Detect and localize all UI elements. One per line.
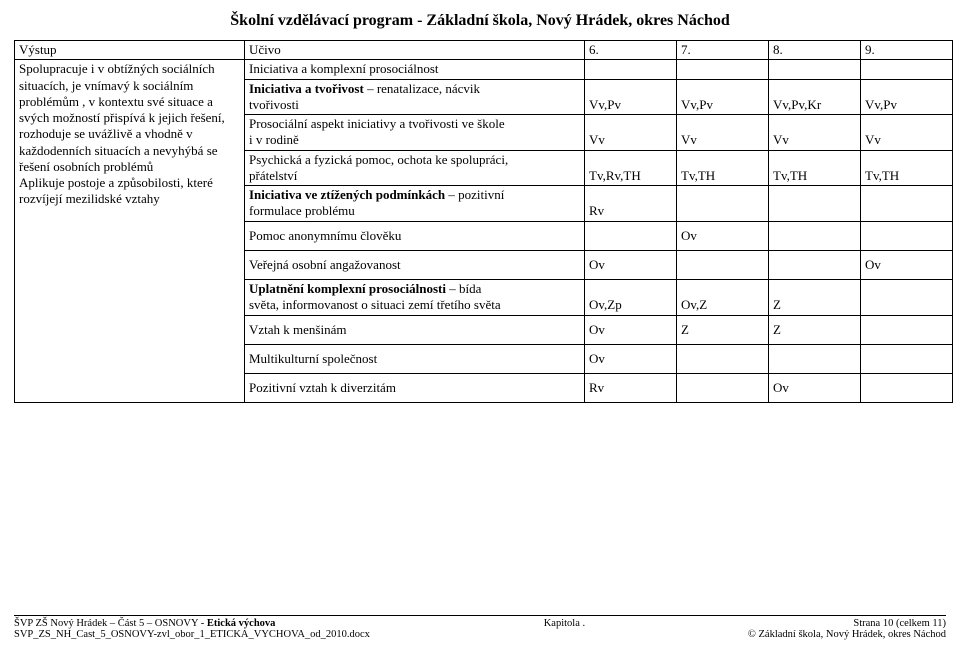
footer-right-line1: Strana 10 (celkem 11) xyxy=(853,618,946,629)
cell: Vv,Pv xyxy=(585,79,677,115)
cell: Ov xyxy=(585,250,677,279)
cell xyxy=(677,344,769,373)
document-title: Školní vzdělávací program - Základní ško… xyxy=(14,12,946,30)
footer-right-line2: © Základní škola, Nový Hrádek, okres Nác… xyxy=(748,629,946,640)
cell: Vv xyxy=(861,115,953,151)
footer-left-bold: Etická výchova xyxy=(207,618,276,629)
cell xyxy=(677,250,769,279)
ucivo-cell: Pozitivní vztah k diverzitám xyxy=(245,374,585,403)
cell xyxy=(585,221,677,250)
ucivo-cell: Vztah k menšinám xyxy=(245,315,585,344)
ucivo-cell: Prosociální aspekt iniciativy a tvořivos… xyxy=(245,115,585,151)
cell: Vv xyxy=(769,115,861,151)
ucivo-rest: – bída xyxy=(446,281,481,296)
cell xyxy=(861,60,953,79)
ucivo-cell: Pomoc anonymnímu člověku xyxy=(245,221,585,250)
cell: Tv,TH xyxy=(677,150,769,186)
col-header-9: 9. xyxy=(861,41,953,60)
ucivo-cell: Veřejná osobní angažovanost xyxy=(245,250,585,279)
ucivo-rest: – pozitivní xyxy=(445,187,504,202)
table-header-row: Výstup Učivo 6. 7. 8. 9. xyxy=(15,41,953,60)
cell: Ov xyxy=(769,374,861,403)
cell xyxy=(677,186,769,222)
cell: Tv,Rv,TH xyxy=(585,150,677,186)
col-header-ucivo: Učivo xyxy=(245,41,585,60)
cell: Ov xyxy=(677,221,769,250)
cell: Rv xyxy=(585,374,677,403)
footer-left-line1: ŠVP ZŠ Nový Hrádek – Část 5 – OSNOVY - E… xyxy=(14,618,275,629)
cell xyxy=(769,186,861,222)
cell xyxy=(861,374,953,403)
col-header-6: 6. xyxy=(585,41,677,60)
cell: Ov xyxy=(585,315,677,344)
cell: Tv,TH xyxy=(861,150,953,186)
cell: Tv,TH xyxy=(769,150,861,186)
ucivo-line2: světa, informovanost o situaci zemí třet… xyxy=(249,297,501,312)
col-header-8: 8. xyxy=(769,41,861,60)
cell xyxy=(861,344,953,373)
page-footer: ŠVP ZŠ Nový Hrádek – Část 5 – OSNOVY - E… xyxy=(14,615,946,640)
cell: Ov,Zp xyxy=(585,280,677,316)
cell xyxy=(769,344,861,373)
footer-center: Kapitola . xyxy=(544,618,585,629)
ucivo-cell: Iniciativa a komplexní prosociálnost xyxy=(245,60,585,79)
cell xyxy=(677,374,769,403)
ucivo-rest: – renatalizace, nácvik xyxy=(364,81,480,96)
ucivo-cell: Psychická a fyzická pomoc, ochota ke spo… xyxy=(245,150,585,186)
cell: Vv,Pv,Kr xyxy=(769,79,861,115)
col-header-7: 7. xyxy=(677,41,769,60)
ucivo-line1: Psychická a fyzická pomoc, ochota ke spo… xyxy=(249,152,508,167)
cell: Vv xyxy=(585,115,677,151)
vystup-block: Spolupracuje i v obtížných sociálních si… xyxy=(15,60,245,403)
cell: Z xyxy=(769,315,861,344)
ucivo-line1: Prosociální aspekt iniciativy a tvořivos… xyxy=(249,116,505,131)
ucivo-line2: formulace problému xyxy=(249,203,355,218)
cell: Vv xyxy=(677,115,769,151)
ucivo-bold: Uplatnění komplexní prosociálnosti xyxy=(249,281,446,296)
ucivo-line2: i v rodině xyxy=(249,132,299,147)
cell: Vv,Pv xyxy=(677,79,769,115)
cell: Z xyxy=(769,280,861,316)
table-row: Spolupracuje i v obtížných sociálních si… xyxy=(15,60,953,79)
col-header-vystup: Výstup xyxy=(15,41,245,60)
ucivo-cell: Multikulturní společnost xyxy=(245,344,585,373)
footer-left-prefix: ŠVP ZŠ Nový Hrádek – Část 5 – OSNOVY - xyxy=(14,618,207,629)
cell xyxy=(861,221,953,250)
ucivo-line2: tvořivosti xyxy=(249,97,299,112)
ucivo-cell: Iniciativa ve ztížených podmínkách – poz… xyxy=(245,186,585,222)
cell xyxy=(769,250,861,279)
cell xyxy=(769,60,861,79)
cell: Ov xyxy=(861,250,953,279)
cell xyxy=(585,60,677,79)
cell: Vv,Pv xyxy=(861,79,953,115)
ucivo-bold: Iniciativa ve ztížených podmínkách xyxy=(249,187,445,202)
cell xyxy=(861,186,953,222)
page: Školní vzdělávací program - Základní ško… xyxy=(0,0,960,646)
curriculum-table: Výstup Učivo 6. 7. 8. 9. Spolupracuje i … xyxy=(14,40,953,403)
ucivo-cell: Iniciativa a tvořivost – renatalizace, n… xyxy=(245,79,585,115)
cell xyxy=(861,280,953,316)
footer-left-line2: SVP_ZS_NH_Cast_5_OSNOVY-zvl_obor_1_ETICK… xyxy=(14,629,370,640)
cell xyxy=(677,60,769,79)
cell: Ov xyxy=(585,344,677,373)
cell: Rv xyxy=(585,186,677,222)
ucivo-cell: Uplatnění komplexní prosociálnosti – bíd… xyxy=(245,280,585,316)
cell: Z xyxy=(677,315,769,344)
cell: Ov,Z xyxy=(677,280,769,316)
ucivo-line2: přátelství xyxy=(249,168,297,183)
cell xyxy=(861,315,953,344)
cell xyxy=(769,221,861,250)
ucivo-bold: Iniciativa a tvořivost xyxy=(249,81,364,96)
